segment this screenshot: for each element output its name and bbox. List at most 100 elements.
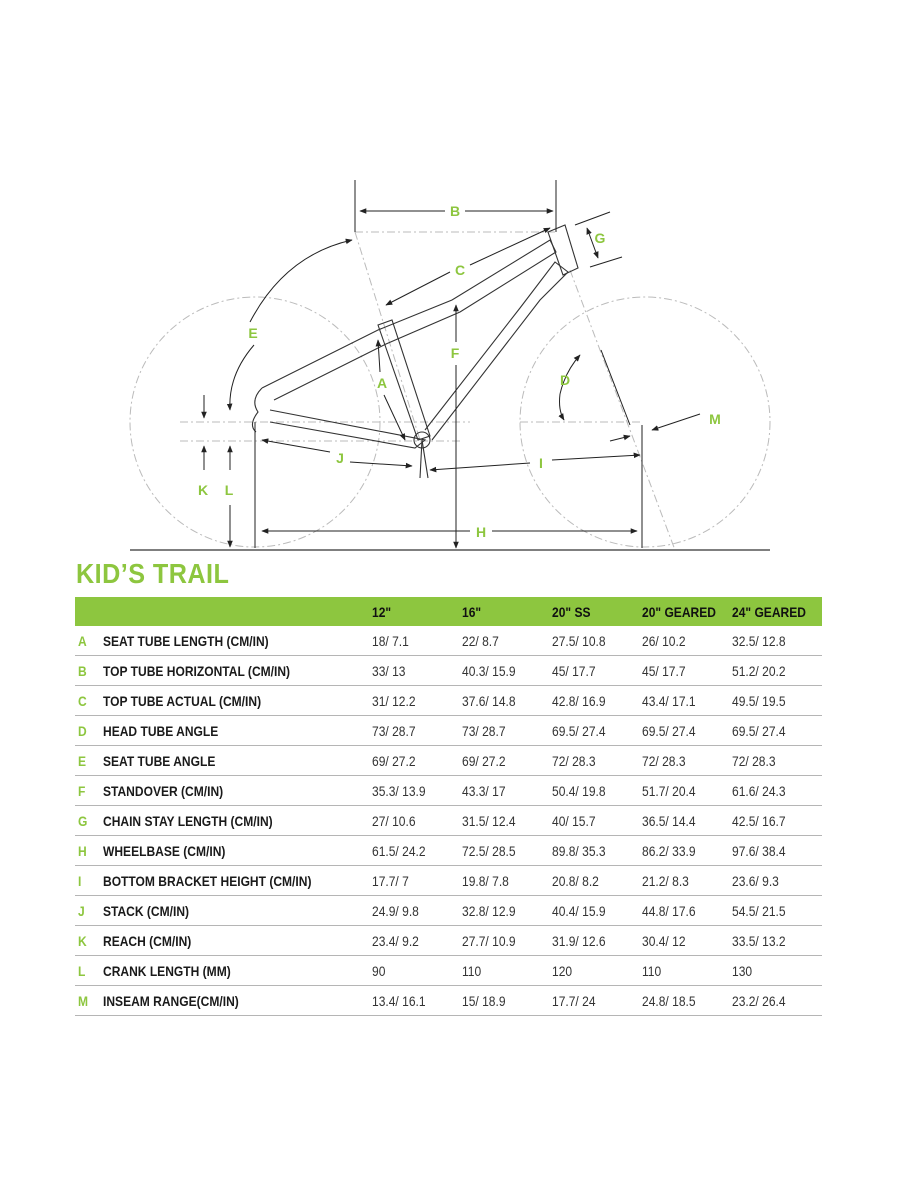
label-m: M [709, 411, 721, 427]
table-row: I BOTTOM BRACKET HEIGHT (CM/IN) 17.7/ 7 19… [75, 865, 822, 896]
row-label: CHAIN STAY LENGTH (CM/IN) [102, 805, 373, 836]
row-value: 32.5/ 12.8 [732, 626, 822, 656]
row-value: 49.5/ 19.5 [732, 685, 822, 716]
row-value: 24.9/ 9.8 [372, 895, 463, 926]
row-value: 97.6/ 38.4 [732, 835, 822, 866]
table-row: K REACH (CM/IN) 23.4/ 9.2 27.7/ 10.9 31.9/ … [75, 925, 822, 956]
label-f: F [451, 345, 460, 361]
row-value: 33/ 13 [372, 655, 463, 686]
row-value: 20.8/ 8.2 [552, 865, 643, 896]
row-value: 69.5/ 27.4 [732, 715, 822, 746]
wheels [129, 231, 771, 551]
column-header: 20" GEARED [642, 597, 733, 626]
label-g: G [595, 230, 606, 246]
row-value: 30.4/ 12 [642, 925, 733, 956]
row-value: 33.5/ 13.2 [732, 925, 822, 956]
row-value: 61.5/ 24.2 [372, 835, 463, 866]
row-letter: L [75, 955, 103, 986]
label-b: B [450, 203, 460, 219]
row-value: 86.2/ 33.9 [642, 835, 733, 866]
row-value: 23.4/ 9.2 [372, 925, 463, 956]
row-value: 43.4/ 17.1 [642, 685, 733, 716]
table-header-row: 12" 16" 20" SS 20" GEARED 24" GEARED [75, 597, 822, 626]
table-row: M INSEAM RANGE(CM/IN) 13.4/ 16.1 15/ 18.9 1… [75, 985, 822, 1016]
row-letter: C [75, 685, 103, 716]
row-value: 72/ 28.3 [552, 745, 643, 776]
row-value: 69.5/ 27.4 [552, 715, 643, 746]
row-value: 37.6/ 14.8 [462, 685, 553, 716]
bike-geometry-diagram: B G C E F A D M J I K L H [129, 180, 771, 551]
row-letter: B [75, 655, 103, 686]
column-header: 24" GEARED [732, 597, 822, 626]
row-label: INSEAM RANGE(CM/IN) [102, 985, 373, 1016]
label-l: L [225, 482, 234, 498]
table-row: C TOP TUBE ACTUAL (CM/IN) 31/ 12.2 37.6/ 1… [75, 685, 822, 716]
column-header: 16" [462, 597, 553, 626]
row-letter: M [75, 985, 103, 1016]
row-value: 45/ 17.7 [552, 655, 643, 686]
row-value: 89.8/ 35.3 [552, 835, 643, 866]
row-value: 13.4/ 16.1 [372, 985, 463, 1016]
label-a: A [377, 375, 387, 391]
row-value: 19.8/ 7.8 [462, 865, 553, 896]
row-value: 17.7/ 7 [372, 865, 463, 896]
row-label: TOP TUBE ACTUAL (CM/IN) [102, 685, 373, 716]
table-row: E SEAT TUBE ANGLE 69/ 27.2 69/ 27.2 72/ 28.… [75, 745, 822, 776]
label-c: C [455, 262, 465, 278]
row-value: 18/ 7.1 [372, 626, 463, 656]
row-value: 23.2/ 26.4 [732, 985, 822, 1016]
row-label: SEAT TUBE ANGLE [102, 745, 373, 776]
row-label: STACK (CM/IN) [102, 895, 373, 926]
table-row: D HEAD TUBE ANGLE 73/ 28.7 73/ 28.7 69.5/ 2… [75, 715, 822, 746]
row-value: 51.7/ 20.4 [642, 775, 733, 806]
row-value: 43.3/ 17 [462, 775, 553, 806]
row-value: 24.8/ 18.5 [642, 985, 733, 1016]
row-value: 40.3/ 15.9 [462, 655, 553, 686]
row-value: 61.6/ 24.3 [732, 775, 822, 806]
row-value: 27.5/ 10.8 [552, 626, 643, 656]
table-row: J STACK (CM/IN) 24.9/ 9.8 32.8/ 12.9 40.4/ … [75, 895, 822, 926]
label-i: I [539, 455, 543, 471]
geometry-table: 12" 16" 20" SS 20" GEARED 24" GEARED A S… [75, 597, 822, 1016]
label-e: E [248, 325, 257, 341]
row-letter: D [75, 715, 103, 746]
table-row: H WHEELBASE (CM/IN) 61.5/ 24.2 72.5/ 28.5 8… [75, 835, 822, 866]
row-value: 50.4/ 19.8 [552, 775, 643, 806]
row-value: 120 [552, 955, 643, 986]
row-value: 22/ 8.7 [462, 626, 553, 656]
row-letter: G [75, 805, 103, 836]
row-value: 69/ 27.2 [372, 745, 463, 776]
row-letter: E [75, 745, 103, 776]
row-letter: A [75, 626, 103, 656]
table-row: B TOP TUBE HORIZONTAL (CM/IN) 33/ 13 40.3/… [75, 655, 822, 686]
label-j: J [336, 450, 344, 466]
row-value: 27/ 10.6 [372, 805, 463, 836]
row-letter: K [75, 925, 103, 956]
row-value: 51.2/ 20.2 [732, 655, 822, 686]
row-value: 23.6/ 9.3 [732, 865, 822, 896]
row-label: WHEELBASE (CM/IN) [102, 835, 373, 866]
row-value: 31/ 12.2 [372, 685, 463, 716]
row-value: 44.8/ 17.6 [642, 895, 733, 926]
row-value: 15/ 18.9 [462, 985, 553, 1016]
row-value: 110 [642, 955, 733, 986]
label-k: K [198, 482, 208, 498]
dimension-labels: B G C E F A D M J I K L H [198, 203, 721, 540]
row-value: 90 [372, 955, 463, 986]
row-value: 45/ 17.7 [642, 655, 733, 686]
row-value: 26/ 10.2 [642, 626, 733, 656]
row-letter: F [75, 775, 103, 806]
row-value: 17.7/ 24 [552, 985, 643, 1016]
row-value: 54.5/ 21.5 [732, 895, 822, 926]
row-value: 21.2/ 8.3 [642, 865, 733, 896]
front-wheel [519, 296, 771, 548]
row-letter: J [75, 895, 103, 926]
table-row: L CRANK LENGTH (MM) 90 110 120 110 130 [75, 955, 822, 986]
row-value: 32.8/ 12.9 [462, 895, 553, 926]
row-value: 40.4/ 15.9 [552, 895, 643, 926]
frame [251, 224, 579, 479]
row-value: 35.3/ 13.9 [372, 775, 463, 806]
row-label: BOTTOM BRACKET HEIGHT (CM/IN) [102, 865, 373, 896]
column-header: 12" [372, 597, 463, 626]
row-value: 31.5/ 12.4 [462, 805, 553, 836]
